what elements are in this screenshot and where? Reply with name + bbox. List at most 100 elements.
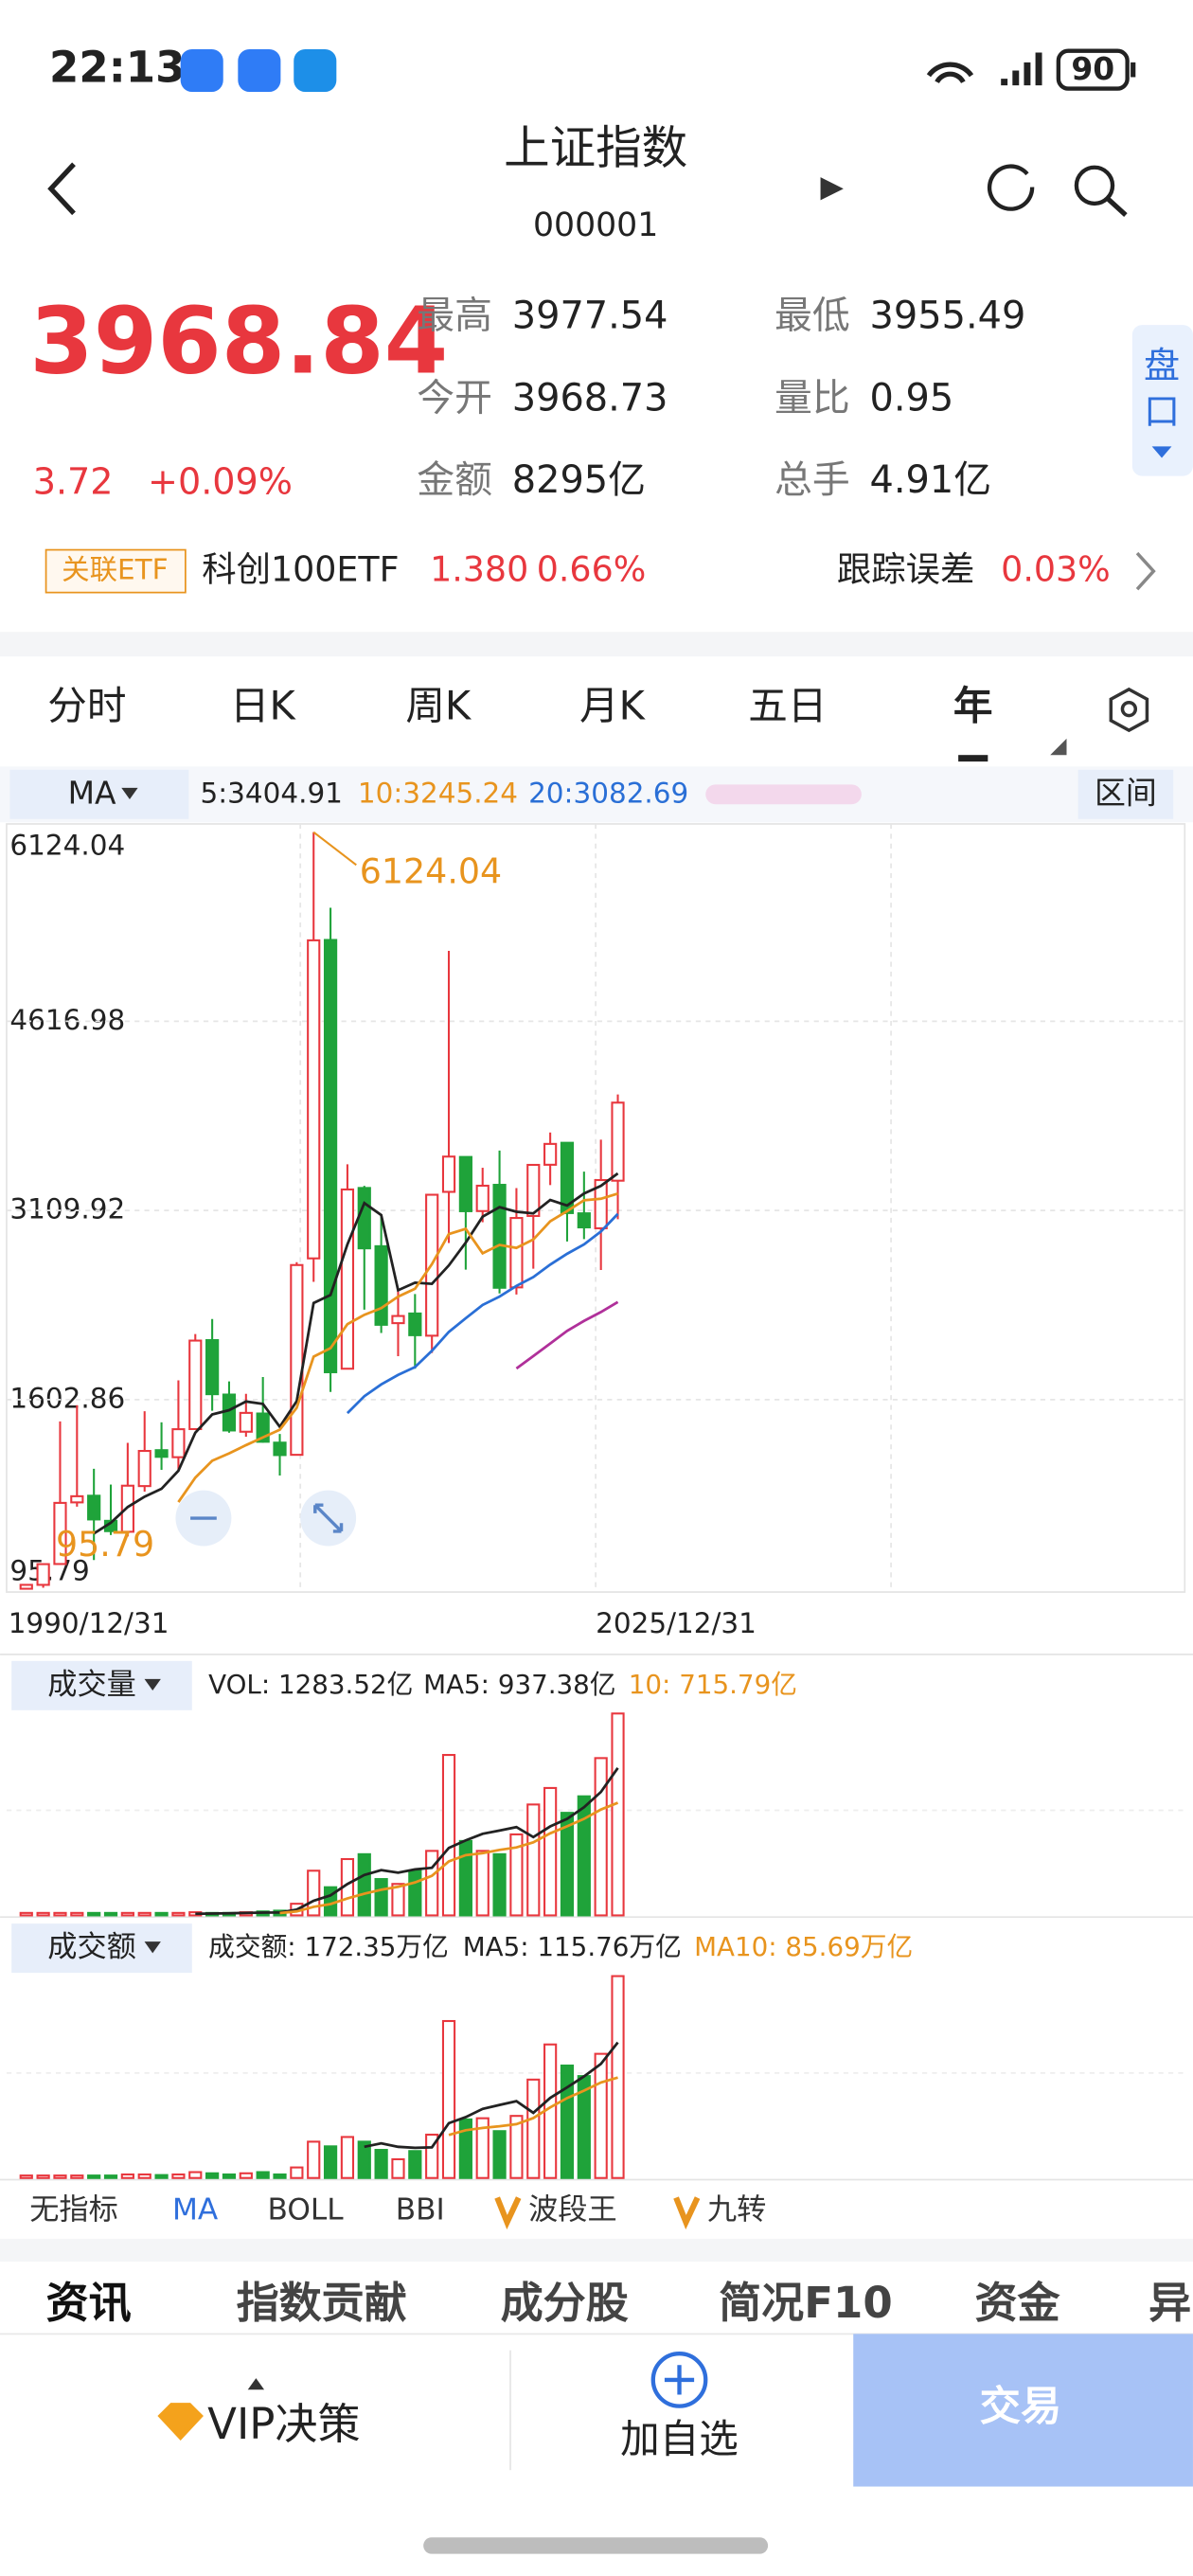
tracking-label: 跟踪误差: [837, 549, 975, 590]
candle-body: [53, 1501, 67, 1565]
tab-underline: [958, 755, 988, 762]
content-tab[interactable]: 指数贡献: [237, 2278, 407, 2328]
vip-label[interactable]: VIP决策: [207, 2399, 360, 2449]
volume-bar: [103, 1911, 118, 1917]
side-tab-arrow: [1151, 446, 1172, 458]
volume-bar: [36, 1911, 50, 1917]
indicator-tab[interactable]: MA: [172, 2192, 219, 2227]
volume-bar: [154, 1911, 169, 1917]
volume-bar: [171, 2173, 186, 2179]
stat-label: 量比: [775, 376, 850, 420]
add-plus: [664, 2365, 695, 2395]
trade-button[interactable]: [853, 2334, 1193, 2487]
volume-bar: [458, 2118, 472, 2179]
dropdown-arrow: [144, 1678, 161, 1691]
volume-bar: [560, 1812, 575, 1917]
indicator-tab[interactable]: 九转: [707, 2192, 766, 2227]
volume-bar: [611, 1975, 625, 2179]
index-code: 000001: [533, 206, 658, 244]
volume-bar: [137, 2173, 151, 2179]
content-tab[interactable]: 简况F10: [719, 2278, 893, 2328]
candle-body: [239, 1411, 253, 1433]
volume-bar: [307, 1869, 321, 1917]
price-change-pct: +0.09%: [148, 461, 293, 503]
battery: [1056, 48, 1130, 91]
trade-label: 交易: [980, 2384, 1062, 2431]
range-button[interactable]: [1077, 769, 1174, 819]
etf-pct: 0.66%: [537, 549, 647, 590]
candle-body: [87, 1494, 101, 1521]
volume-bar: [577, 1795, 591, 1917]
settings-button[interactable]: [1109, 687, 1149, 733]
etf-chevron[interactable]: [1135, 551, 1156, 591]
candle-body: [36, 1563, 50, 1586]
volume-bar: [239, 2172, 253, 2179]
content-tab[interactable]: 资讯: [46, 2278, 132, 2328]
indicator-tab[interactable]: 无指标: [29, 2192, 118, 2227]
indicator-tab[interactable]: BBI: [396, 2192, 445, 2227]
candle-body: [509, 1217, 524, 1289]
volume-bar: [391, 1883, 405, 1917]
volume-bar: [188, 2171, 203, 2179]
volume-bar: [120, 1911, 134, 1917]
volume-bar: [19, 2174, 33, 2179]
volume-button[interactable]: [11, 1660, 192, 1710]
y-tick-label: 3109.92: [9, 1193, 125, 1225]
watchlist-label[interactable]: 加自选: [620, 2416, 739, 2462]
refresh-button[interactable]: [987, 164, 1035, 211]
candle-body: [391, 1315, 405, 1325]
candle-body: [357, 1187, 371, 1250]
volume-bar: [273, 2173, 287, 2179]
content-tab[interactable]: 异: [1148, 2278, 1191, 2328]
volume-bar: [594, 1757, 608, 1917]
volume-bar: [70, 2174, 84, 2179]
status-time: 22:13: [49, 43, 185, 93]
search-button[interactable]: [1074, 165, 1115, 206]
volume-bar: [36, 2174, 50, 2179]
stats: 最高 3977.54 最低 3955.49 今开 3968.73 量比 0.95 金额 8295亿…: [417, 295, 1025, 502]
app-icon: [294, 48, 337, 93]
side-tab[interactable]: [1131, 325, 1193, 476]
indicator-tab[interactable]: 波段王: [528, 2192, 617, 2227]
next-button[interactable]: [820, 177, 844, 201]
period-tab[interactable]: 年: [953, 683, 993, 729]
indicator-tab[interactable]: BOLL: [268, 2192, 345, 2227]
stat-label: 最高: [417, 295, 492, 338]
volume-bar: [526, 2078, 541, 2179]
home-indicator: [423, 2537, 769, 2554]
ma-line: [346, 1212, 619, 1415]
candle-body: [205, 1338, 220, 1396]
period-tab[interactable]: 月K: [579, 683, 647, 729]
volume-bar: [492, 1852, 507, 1917]
app-icon: [180, 48, 223, 93]
ma-line: [93, 1172, 619, 1535]
stat-label: 今开: [417, 376, 492, 420]
volume-bar: [441, 2019, 456, 2179]
content-tab[interactable]: 成分股: [501, 2278, 629, 2328]
amount-button[interactable]: [11, 1923, 192, 1974]
period-tab[interactable]: 日K: [230, 683, 297, 729]
ma-button[interactable]: [9, 769, 189, 819]
candle-body: [577, 1212, 591, 1229]
period-tab[interactable]: 分时: [47, 683, 126, 729]
period-tab[interactable]: 周K: [405, 683, 472, 729]
volume-bar: [120, 2173, 134, 2179]
volume-bar: [458, 1839, 472, 1917]
candle-body: [323, 939, 338, 1373]
candle-body: [526, 1163, 541, 1217]
etf-tag: [45, 548, 187, 594]
y-tick-label: 4616.98: [9, 1004, 125, 1036]
content-tab[interactable]: 资金: [974, 2278, 1060, 2328]
back-button[interactable]: [47, 162, 76, 216]
etf-name[interactable]: 科创100ETF: [202, 549, 399, 590]
ma-line: [177, 1191, 618, 1503]
price-change: 3.72: [33, 461, 114, 503]
candle-body: [19, 1583, 33, 1590]
stat-label: 总手: [775, 458, 850, 502]
period-tabs: 分时 日K 周K 月K 五日 年: [47, 683, 992, 729]
separator: [0, 632, 1193, 657]
period-tab[interactable]: 五日: [748, 683, 827, 729]
indicator-tabs: 无指标 MA BOLL BBI 波段王 九转: [29, 2192, 766, 2227]
